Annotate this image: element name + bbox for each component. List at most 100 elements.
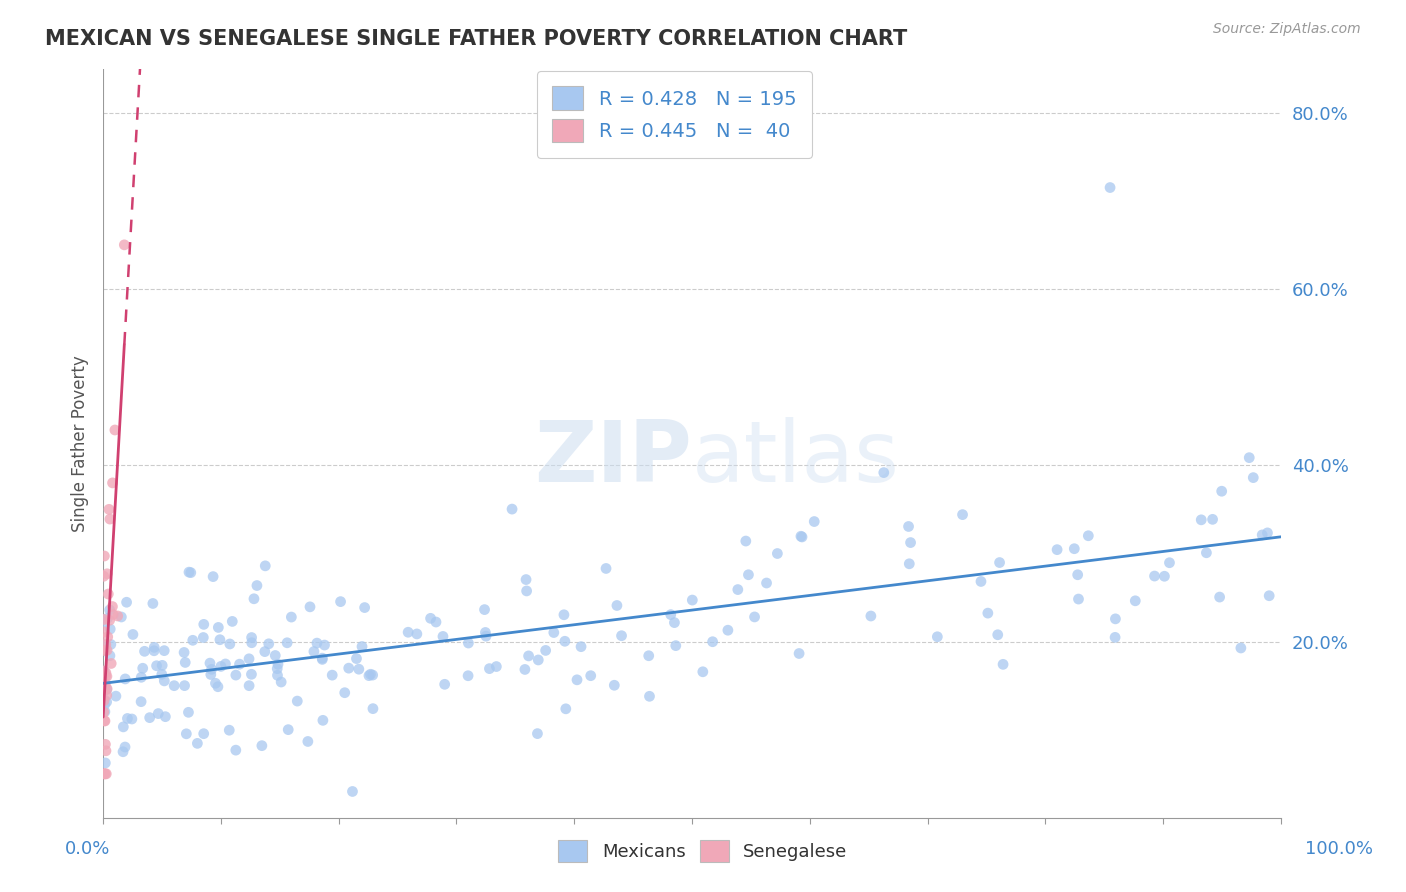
- Point: [305, 636, 328, 650]
- Point: [93, 767, 115, 781]
- Point: [1099, 180, 1122, 194]
- Point: [312, 714, 335, 728]
- Point: [270, 675, 292, 690]
- Point: [101, 607, 124, 622]
- Point: [474, 625, 496, 640]
- Point: [254, 558, 277, 573]
- Point: [543, 625, 565, 640]
- Point: [610, 629, 633, 643]
- Point: [93, 665, 115, 679]
- Point: [143, 640, 166, 655]
- Point: [1104, 631, 1126, 645]
- Point: [311, 651, 333, 665]
- Point: [94, 767, 117, 781]
- Text: Source: ZipAtlas.com: Source: ZipAtlas.com: [1213, 22, 1361, 37]
- Point: [1211, 484, 1233, 499]
- Point: [475, 629, 498, 643]
- Point: [240, 631, 263, 645]
- Point: [107, 609, 129, 624]
- Point: [276, 636, 298, 650]
- Point: [803, 515, 825, 529]
- Point: [474, 602, 496, 616]
- Point: [93, 624, 115, 639]
- Point: [250, 739, 273, 753]
- Point: [361, 701, 384, 715]
- Point: [257, 637, 280, 651]
- Point: [94, 643, 117, 657]
- Point: [659, 607, 682, 622]
- Point: [457, 669, 479, 683]
- Point: [253, 645, 276, 659]
- Point: [104, 689, 127, 703]
- Point: [93, 638, 115, 652]
- Point: [873, 466, 896, 480]
- Point: [112, 237, 135, 252]
- Point: [96, 681, 118, 696]
- Point: [516, 583, 538, 598]
- Point: [101, 599, 124, 614]
- Point: [569, 640, 592, 654]
- Point: [114, 739, 136, 754]
- Point: [302, 644, 325, 658]
- Point: [606, 599, 628, 613]
- Point: [1063, 541, 1085, 556]
- Point: [100, 637, 122, 651]
- Point: [96, 611, 118, 625]
- Point: [353, 600, 375, 615]
- Point: [432, 630, 454, 644]
- Point: [112, 745, 135, 759]
- Text: 0.0%: 0.0%: [65, 840, 110, 858]
- Point: [93, 698, 115, 712]
- Point: [314, 638, 336, 652]
- Point: [93, 681, 115, 696]
- Point: [93, 569, 115, 583]
- Point: [329, 594, 352, 608]
- Point: [1077, 529, 1099, 543]
- Point: [1159, 556, 1181, 570]
- Point: [243, 591, 266, 606]
- Point: [200, 662, 222, 676]
- Point: [1123, 594, 1146, 608]
- Point: [150, 658, 173, 673]
- Point: [1104, 612, 1126, 626]
- Point: [1258, 589, 1281, 603]
- Point: [193, 727, 215, 741]
- Point: [97, 630, 120, 644]
- Point: [93, 692, 115, 706]
- Point: [637, 648, 659, 663]
- Point: [952, 508, 974, 522]
- Point: [790, 529, 813, 543]
- Point: [433, 677, 456, 691]
- Point: [96, 682, 118, 697]
- Point: [98, 502, 121, 516]
- Point: [977, 606, 1000, 620]
- Point: [1201, 512, 1223, 526]
- Point: [1046, 542, 1069, 557]
- Point: [150, 667, 173, 681]
- Point: [218, 637, 240, 651]
- Point: [98, 622, 121, 636]
- Point: [517, 648, 540, 663]
- Point: [565, 673, 588, 687]
- Point: [96, 695, 118, 709]
- Point: [94, 737, 117, 751]
- Point: [361, 668, 384, 682]
- Point: [115, 595, 138, 609]
- Point: [204, 676, 226, 690]
- Point: [240, 636, 263, 650]
- Point: [94, 665, 117, 680]
- Point: [790, 530, 813, 544]
- Point: [321, 668, 343, 682]
- Point: [766, 547, 789, 561]
- Point: [1239, 450, 1261, 465]
- Point: [129, 670, 152, 684]
- Point: [134, 644, 156, 658]
- Point: [114, 672, 136, 686]
- Point: [93, 683, 115, 698]
- Point: [228, 657, 250, 672]
- Y-axis label: Single Father Poverty: Single Father Poverty: [72, 355, 89, 532]
- Point: [132, 661, 155, 675]
- Point: [93, 767, 115, 781]
- Point: [177, 565, 200, 579]
- Point: [347, 662, 370, 676]
